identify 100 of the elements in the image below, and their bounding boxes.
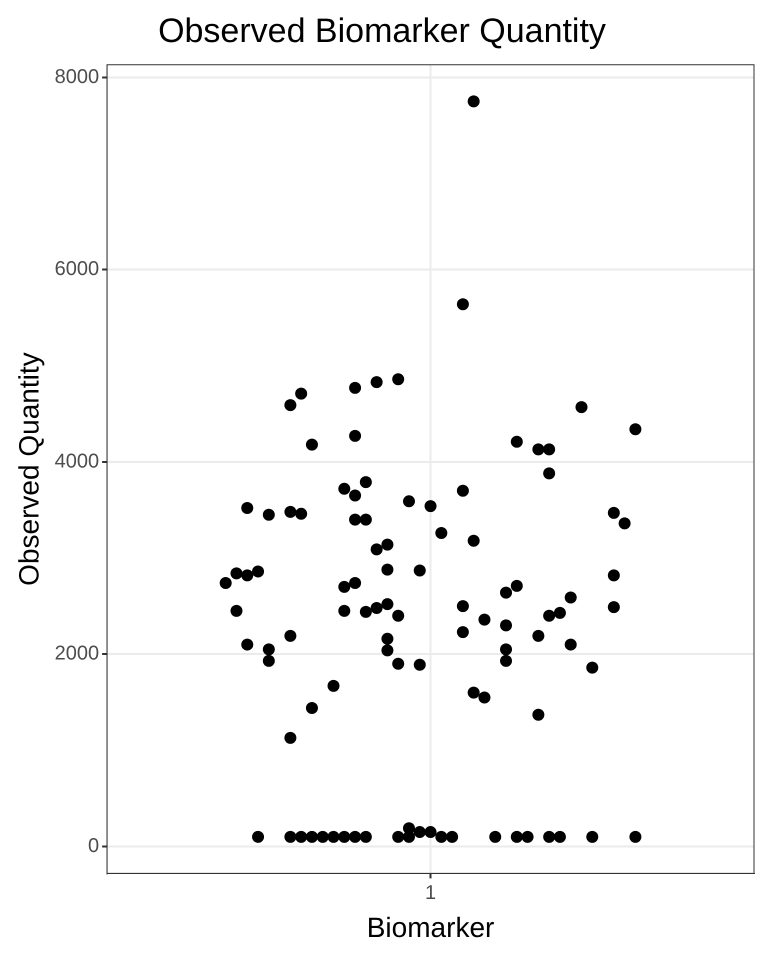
y-axis-title: Observed Quantity	[14, 352, 45, 586]
point	[392, 658, 404, 670]
point	[349, 577, 362, 590]
chart-title: Observed Biomarker Quantity	[158, 12, 606, 50]
point	[241, 502, 254, 514]
point	[220, 577, 232, 590]
point	[230, 567, 242, 580]
point	[608, 569, 620, 582]
point	[392, 830, 404, 843]
point	[252, 565, 264, 578]
point	[468, 95, 480, 108]
point	[338, 604, 350, 617]
point	[284, 830, 296, 843]
point	[543, 830, 556, 843]
point	[284, 732, 296, 744]
point	[468, 534, 480, 547]
point	[381, 598, 394, 610]
point	[338, 482, 350, 495]
point	[338, 830, 350, 843]
point	[554, 830, 566, 843]
point	[478, 614, 490, 626]
point	[489, 830, 502, 843]
point	[618, 517, 631, 530]
point	[456, 600, 469, 612]
point	[381, 538, 394, 551]
point	[349, 830, 362, 843]
point	[306, 438, 318, 451]
point	[532, 708, 544, 721]
point	[500, 619, 512, 632]
point	[543, 443, 556, 456]
y-tick-label: 2000	[54, 642, 100, 665]
point	[629, 830, 642, 843]
x-axis-title: Biomarker	[366, 912, 494, 943]
point	[510, 436, 523, 448]
point	[360, 514, 372, 526]
point	[414, 658, 426, 671]
point	[500, 654, 512, 667]
point	[543, 467, 556, 480]
point	[241, 569, 254, 582]
point	[316, 830, 329, 843]
point	[284, 506, 296, 518]
point	[532, 443, 544, 456]
point	[381, 564, 394, 576]
point	[532, 630, 544, 642]
point	[328, 830, 340, 843]
point	[241, 638, 254, 651]
point	[295, 508, 308, 520]
point	[262, 654, 275, 667]
point	[468, 686, 480, 699]
point	[392, 610, 404, 622]
point	[349, 490, 362, 502]
point	[360, 606, 372, 618]
point	[586, 830, 598, 843]
point	[456, 626, 469, 638]
point	[629, 423, 642, 436]
point	[554, 606, 566, 619]
y-tick-label: 8000	[54, 66, 100, 88]
point	[543, 610, 556, 622]
point	[370, 376, 383, 388]
point	[446, 830, 458, 843]
point	[402, 495, 415, 508]
point	[414, 564, 426, 577]
point	[338, 580, 350, 593]
point	[349, 430, 362, 442]
point	[306, 830, 318, 843]
point	[564, 638, 577, 651]
point	[478, 691, 490, 704]
point	[295, 830, 308, 843]
y-tick-label: 0	[88, 834, 100, 857]
point	[230, 604, 242, 617]
point	[424, 826, 437, 838]
point	[284, 399, 296, 412]
point	[456, 298, 469, 310]
point	[284, 630, 296, 642]
point	[500, 586, 512, 599]
point	[424, 500, 437, 512]
point	[392, 373, 404, 386]
point	[564, 591, 577, 604]
point	[381, 632, 394, 645]
point	[608, 601, 620, 614]
y-tick-label: 6000	[54, 258, 100, 280]
point	[360, 830, 372, 843]
point	[262, 508, 275, 521]
point	[522, 830, 534, 843]
point	[370, 543, 383, 556]
point	[381, 644, 394, 656]
point	[349, 382, 362, 394]
point	[500, 643, 512, 656]
point	[295, 388, 308, 400]
point	[510, 830, 523, 843]
point	[349, 514, 362, 526]
point	[510, 580, 523, 592]
point	[608, 506, 620, 519]
x-tick-label: 1	[424, 882, 436, 904]
point	[252, 830, 264, 843]
point	[328, 680, 340, 692]
point	[414, 826, 426, 838]
point	[456, 484, 469, 497]
point	[435, 830, 448, 843]
point	[435, 527, 448, 540]
